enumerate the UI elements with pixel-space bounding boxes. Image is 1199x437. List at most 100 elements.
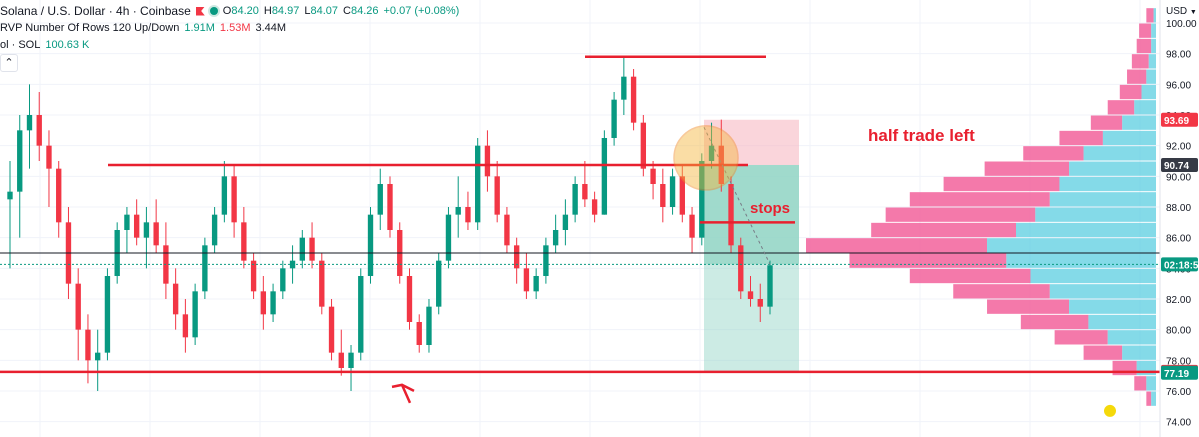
candle-body [358, 276, 364, 353]
vp-bar-up [1107, 330, 1156, 345]
price-tick-label: 74.00 [1166, 418, 1191, 429]
candle-body [728, 184, 734, 246]
vp-bar-down [1023, 146, 1084, 161]
vp-bar-up [1153, 8, 1156, 23]
candle-body [650, 168, 656, 184]
vp-bar-up [1059, 176, 1156, 192]
candle-body [192, 291, 198, 338]
candle-body [241, 222, 247, 261]
candle-body [738, 245, 744, 292]
ohlc-low: L84.07 [304, 5, 338, 17]
candle-body [475, 145, 481, 223]
flag-icon[interactable] [195, 6, 205, 16]
candle-body [416, 322, 422, 345]
countdown-tag-text: 02:18:56 [1164, 260, 1199, 271]
vp-bar-up [1006, 253, 1156, 268]
candle-body [26, 115, 33, 131]
vp-bar-down [1059, 130, 1103, 146]
vp-bar-up [1049, 192, 1156, 207]
market-open-icon [209, 7, 218, 15]
vp-bar-down [953, 284, 1050, 299]
candle-body [17, 130, 23, 192]
candle-body [523, 268, 530, 292]
collapse-legend-button[interactable]: ⌃ [0, 54, 18, 72]
price-tick-label: 86.00 [1166, 234, 1191, 245]
position-entry-tag-text: 90.74 [1164, 161, 1189, 172]
candle-body [504, 214, 510, 246]
ohlc-high: H84.97 [263, 5, 300, 17]
vrvp-label: RVP Number Of Rows 120 Up/Down [0, 22, 180, 34]
price-tick-label: 98.00 [1166, 50, 1191, 61]
candle-body [708, 145, 715, 161]
vp-bar-up [1049, 284, 1156, 299]
currency-selector[interactable]: USD ▼ [1166, 6, 1197, 17]
candle-body [572, 184, 578, 215]
vp-bar-down [1139, 23, 1152, 38]
candle-body [182, 314, 189, 338]
candle-body [387, 184, 393, 230]
ohlc-change: +0.07 (+0.08%) [383, 5, 460, 17]
vp-bar-up [1035, 207, 1156, 222]
price-tick-label: 90.00 [1166, 172, 1191, 183]
candle-body [328, 306, 335, 353]
trend-dashed-line [703, 127, 771, 265]
vp-bar-down [871, 222, 1016, 238]
candle-body [465, 207, 471, 223]
vp-bar-down [1020, 314, 1089, 330]
candle-body [309, 237, 315, 261]
vp-bar-down [1107, 100, 1135, 115]
price-tick-label: 82.00 [1166, 295, 1191, 306]
candle-body [153, 222, 159, 246]
candle-body [630, 76, 637, 123]
dropdown-caret-icon: ▼ [1189, 9, 1197, 16]
vp-bar-down [1083, 345, 1123, 360]
price-tick-label: 92.00 [1166, 142, 1191, 153]
candle-body [552, 230, 559, 246]
position-target-tag [1161, 112, 1198, 127]
vp-bar-up [1134, 100, 1156, 115]
vp-bar-up [1030, 268, 1156, 284]
volume-value: 100.63 K [45, 39, 90, 51]
candle-body [767, 265, 773, 307]
candle-body [699, 161, 705, 238]
vp-bar-up [1016, 222, 1156, 238]
vp-bar-down [1127, 69, 1147, 84]
candle-body [202, 245, 208, 292]
volume-legend[interactable]: ol · SOL 100.63 K [0, 39, 89, 51]
candle-body [46, 145, 52, 169]
vp-bar-down [1146, 8, 1154, 23]
currency-label: USD [1166, 6, 1188, 17]
symbol-legend[interactable]: Solana / U.S. Dollar · 4h · Coinbase O84… [0, 4, 459, 18]
vp-bar-down [849, 253, 1007, 268]
vp-bar-down [943, 176, 1060, 192]
candle-body [582, 184, 588, 200]
candle-body [436, 260, 442, 307]
candle-body [338, 352, 344, 368]
countdown-tag [1161, 257, 1198, 272]
candle-body [455, 207, 461, 215]
candle-body [172, 283, 179, 315]
candle-body [124, 214, 130, 230]
candle-body [640, 122, 647, 169]
position-target-tag-text: 93.69 [1164, 116, 1189, 127]
candle-body [757, 299, 763, 307]
vp-bar-up [1151, 38, 1156, 54]
candle-body [513, 245, 520, 269]
price-tick-label: 80.00 [1166, 326, 1191, 337]
stops-label: stops [750, 200, 790, 217]
vp-bar-up [1151, 391, 1156, 406]
candle-body [250, 260, 257, 292]
arrow-shaft [400, 384, 412, 404]
position-entry-tag [1161, 157, 1198, 172]
vrvp-legend[interactable]: RVP Number Of Rows 120 Up/Down 1.91M 1.5… [0, 22, 286, 34]
vp-bar-up [1148, 54, 1156, 69]
vp-bar-down [1131, 54, 1149, 69]
candle-body [660, 184, 666, 207]
candle-body [211, 214, 218, 246]
vrvp-total: 3.44M [255, 22, 287, 34]
position-stop-tag-text: 77.19 [1164, 369, 1189, 380]
vp-bar-up [1069, 161, 1156, 176]
candle-body [270, 291, 276, 315]
